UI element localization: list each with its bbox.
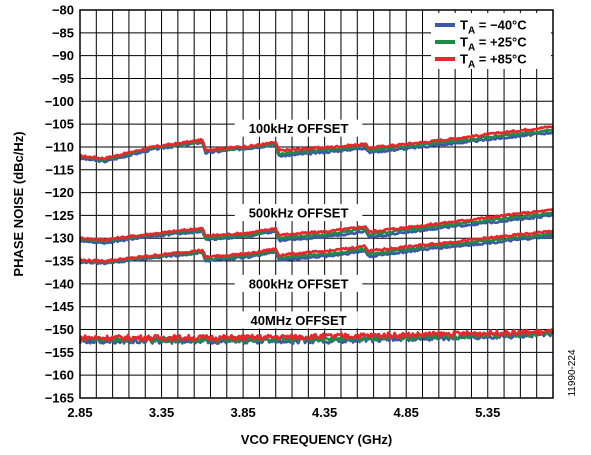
legend-entry: TA = −40°C — [460, 18, 527, 37]
y-tick-label: −120 — [45, 185, 74, 200]
y-tick-label: −130 — [45, 231, 74, 246]
x-axis-label: VCO FREQUENCY (GHz) — [241, 432, 392, 447]
legend: TA = −40°CTA = +25°CTA = +85°C — [431, 13, 551, 71]
annotation-bg — [234, 119, 363, 137]
y-tick-label: −135 — [45, 254, 74, 269]
y-tick-label: −145 — [45, 299, 74, 314]
offset-annotation: 800kHz OFFSET — [249, 276, 349, 291]
y-tick-label: −80 — [52, 3, 74, 18]
y-tick-label: −115 — [45, 162, 74, 177]
y-tick-label: −90 — [52, 48, 74, 63]
offset-annotation: 40MHz OFFSET — [251, 313, 347, 328]
y-tick-label: −85 — [52, 25, 74, 40]
offset-annotation: 100kHz OFFSET — [249, 121, 349, 136]
y-tick-label: −105 — [45, 117, 74, 132]
series-line-500khz-offset-0 — [79, 213, 554, 245]
x-tick-label: 3.85 — [230, 405, 255, 420]
y-tick-label: −140 — [45, 276, 74, 291]
offset-annotation: 500kHz OFFSET — [249, 206, 349, 221]
annotation-bg — [234, 204, 363, 222]
y-tick-label: −125 — [45, 208, 74, 223]
series-line-800khz-offset-0 — [78, 234, 554, 266]
x-tick-label: 3.35 — [149, 405, 174, 420]
figure-id-label: 11990-224 — [567, 349, 578, 397]
x-tick-label: 4.35 — [312, 405, 337, 420]
legend-entry: TA = +85°C — [460, 52, 527, 71]
y-tick-label: −160 — [45, 368, 74, 383]
series-line-800khz-offset-2 — [79, 229, 554, 264]
plot-frame — [79, 9, 554, 399]
x-tick-label: 4.85 — [394, 405, 419, 420]
y-tick-label: −150 — [45, 322, 74, 337]
y-tick-label: −165 — [45, 391, 74, 406]
x-tick-label: 2.85 — [67, 405, 92, 420]
y-tick-labels: −80 −85 −90 −95 −100 −105 −110 −115 −120 −125 −130… — [45, 3, 74, 406]
y-tick-label: −95 — [52, 71, 74, 86]
annotation-bg — [239, 311, 358, 329]
legend-entry: TA = +25°C — [460, 35, 527, 54]
series-line-40mhz-offset-2 — [79, 328, 555, 342]
y-tick-label: −100 — [45, 94, 74, 109]
x-tick-labels: 2.85 3.35 3.85 4.35 4.85 5.35 — [67, 405, 500, 420]
annotation-bg — [234, 274, 363, 292]
series-lines — [78, 125, 555, 346]
y-tick-label: −110 — [45, 139, 74, 154]
offset-annotations: 100kHz OFFSET 500kHz OFFSET 800kHz OFFSET 4… — [234, 119, 363, 329]
series-line-100khz-offset-2 — [80, 125, 554, 161]
y-tick-label: −155 — [45, 345, 74, 360]
x-tick-label: 5.35 — [475, 405, 500, 420]
y-axis-label: PHASE NOISE (dBc/Hz) — [11, 131, 26, 276]
series-line-500khz-offset-2 — [79, 208, 554, 242]
